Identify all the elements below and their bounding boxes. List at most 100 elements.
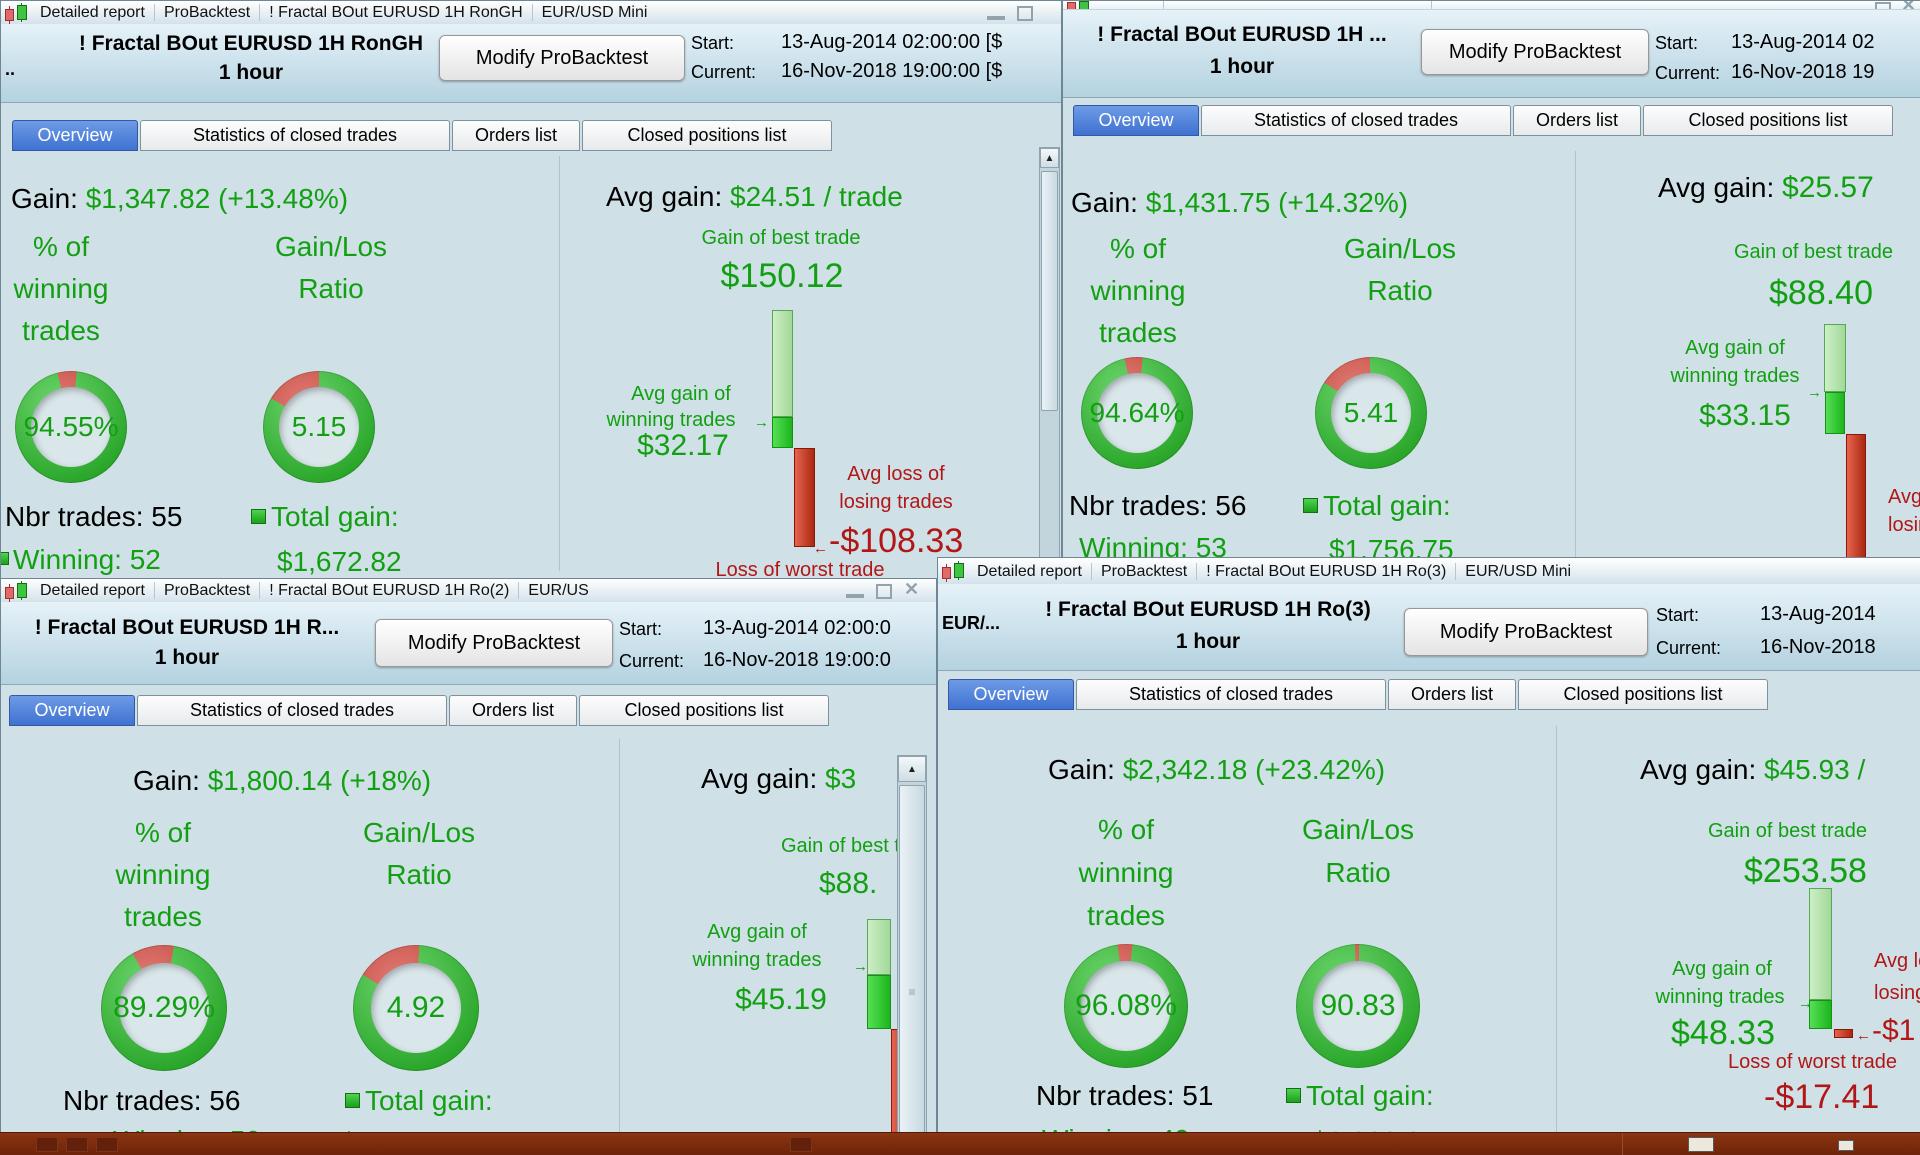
tab-overview[interactable]: Overview (948, 679, 1074, 710)
tab-statistics[interactable]: Statistics of closed trades (1201, 105, 1511, 136)
best-trade-value: $88.40 (1769, 274, 1873, 312)
timeframe: 1 hour (1175, 630, 1241, 653)
scroll-up-icon[interactable]: ▲ (1040, 148, 1059, 168)
win-rate-donut: 94.55% (15, 371, 127, 483)
winrate-label-2: winning (13, 273, 109, 304)
tab-closed-positions[interactable]: Closed positions list (1518, 679, 1768, 710)
taskbar-app-icon[interactable] (790, 1137, 812, 1152)
winrate-label-1: % of (134, 817, 192, 848)
gain-label: Gain: (1071, 187, 1138, 218)
best-trade-bar (867, 919, 891, 975)
titlebar[interactable]: Detailed report ProBacktest ! Fractal BO… (1, 1, 1061, 25)
titlebar-strategy: ! Fractal BOut EURUSD 1H Ro(2) (260, 582, 520, 599)
current-value: 16-Nov-2018 (1760, 636, 1876, 658)
total-gain-bullet-icon (1303, 498, 1318, 513)
taskbar-app-icon[interactable] (96, 1137, 118, 1152)
tab-orders[interactable]: Orders list (1513, 105, 1641, 136)
restore-icon[interactable] (1017, 6, 1033, 21)
tab-closed-positions[interactable]: Closed positions list (1643, 105, 1893, 136)
tab-orders[interactable]: Orders list (452, 120, 580, 151)
ratio-label-1: Gain/Los (362, 817, 476, 848)
tab-statistics[interactable]: Statistics of closed trades (140, 120, 450, 151)
close-icon[interactable]: ✕ (1901, 1, 1916, 9)
titlebar-backtest: ProBacktest (1092, 562, 1198, 580)
start-label: Start: (619, 619, 663, 639)
avg-loss-label-1: Avg loss of (1874, 950, 1920, 972)
close-icon[interactable]: ✕ (904, 579, 920, 599)
ratio-label-2: Ratio (1325, 857, 1391, 888)
total-gain-value: $1,672.82 (277, 546, 402, 577)
titlebar-strategy: ! Fractal BOut EURUSD 1H RonGH (260, 4, 533, 21)
winrate-label-3: trades (1087, 900, 1165, 931)
modify-probacktest-button[interactable]: Modify ProBacktest (1421, 29, 1649, 75)
worst-trade-label: Loss of worst trade (715, 559, 885, 581)
winrate-label-3: trades (22, 315, 100, 346)
titlebar-instrument: EUR/USD Mini (541, 4, 648, 21)
avg-loss-label-1: Avg loss of (1888, 486, 1920, 508)
gain-value: $1,347.82 (85, 183, 211, 214)
avg-loss-bar (794, 448, 815, 547)
timeframe: 1 hour (1209, 55, 1275, 78)
best-trade-bar (1824, 324, 1846, 392)
taskbar-tray-icon[interactable] (1688, 1137, 1714, 1152)
taskbar-app-icon[interactable] (66, 1137, 88, 1152)
winning-bullet-icon (1, 552, 9, 565)
restore-icon[interactable] (1875, 2, 1891, 9)
tab-overview[interactable]: Overview (1073, 105, 1199, 136)
gain-loss-ratio-donut: 5.41 (1315, 357, 1427, 469)
minimize-icon[interactable] (987, 5, 1005, 20)
avg-loss-arrow-icon: ← (813, 540, 828, 557)
tab-orders[interactable]: Orders list (449, 695, 577, 726)
modify-probacktest-button[interactable]: Modify ProBacktest (439, 35, 685, 81)
win-rate-donut: 96.08% (1064, 944, 1188, 1068)
tab-overview[interactable]: Overview (12, 120, 138, 151)
vertical-scrollbar[interactable]: ▲ ≡ (897, 755, 927, 1154)
ratio-label-2: Ratio (298, 273, 364, 304)
titlebar-sliver[interactable]: ✕ (1063, 1, 1920, 10)
scrollbar-thumb[interactable]: ≡ (899, 785, 925, 1133)
taskbar-tray-icon[interactable] (1838, 1140, 1854, 1151)
window-top-right: ✕ ! Fractal BOut EURUSD 1H ... 1 hour Mo… (1062, 0, 1920, 600)
gain-label: Gain: (133, 765, 200, 796)
winning-trades: Winning: 52 (13, 544, 161, 575)
candlestick-icon (1, 2, 31, 24)
titlebar-report: Detailed report (31, 4, 155, 21)
restore-icon[interactable] (876, 584, 892, 599)
win-rate-value: 96.08% (1075, 989, 1177, 1022)
avg-win-label-1: Avg gain of (1672, 958, 1772, 980)
total-gain-label: Total gain: (1323, 490, 1451, 521)
tab-overview[interactable]: Overview (9, 695, 135, 726)
gain-loss-ratio-donut: 5.15 (263, 371, 375, 483)
titlebar[interactable]: Detailed report ProBacktest ! Fractal BO… (938, 558, 1920, 585)
avg-win-value: $45.19 (735, 983, 827, 1016)
winrate-label-2: winning (1090, 275, 1186, 306)
minimize-icon[interactable] (846, 583, 864, 598)
current-label: Current: (1656, 638, 1722, 658)
avg-loss-label-2: losing trades (1874, 982, 1920, 1004)
avg-loss-bar (1846, 434, 1866, 564)
instrument-truncated: EUR/... (942, 613, 1001, 633)
modify-probacktest-button[interactable]: Modify ProBacktest (375, 619, 613, 667)
win-rate-value: 94.55% (23, 411, 119, 442)
winrate-label-1: % of (1109, 233, 1167, 264)
scroll-up-icon[interactable]: ▲ (898, 756, 926, 782)
modify-probacktest-button[interactable]: Modify ProBacktest (1404, 608, 1648, 656)
vertical-scrollbar[interactable]: ▲ (1039, 147, 1060, 581)
avg-win-bar (772, 417, 793, 448)
tab-closed-positions[interactable]: Closed positions list (579, 695, 829, 726)
strategy-name: ! Fractal BOut EURUSD 1H R... (34, 616, 340, 639)
win-rate-donut: 94.64% (1081, 357, 1193, 469)
tab-statistics[interactable]: Statistics of closed trades (1076, 679, 1386, 710)
gain-percent: (+13.48%) (218, 183, 349, 214)
scrollbar-thumb[interactable] (1041, 171, 1058, 411)
avg-win-label-2: winning trades (606, 409, 736, 431)
taskbar-app-icon[interactable] (36, 1137, 58, 1152)
avg-win-label-2: winning trades (1670, 365, 1800, 387)
tab-statistics[interactable]: Statistics of closed trades (137, 695, 447, 726)
tab-orders[interactable]: Orders list (1388, 679, 1516, 710)
tab-closed-positions[interactable]: Closed positions list (582, 120, 832, 151)
titlebar[interactable]: Detailed report ProBacktest ! Fractal BO… (1, 579, 936, 603)
gain-loss-ratio-donut: 90.83 (1296, 944, 1420, 1068)
candlestick-icon (1079, 1, 1089, 9)
best-trade-label: Gain of best trade (1708, 820, 1867, 842)
